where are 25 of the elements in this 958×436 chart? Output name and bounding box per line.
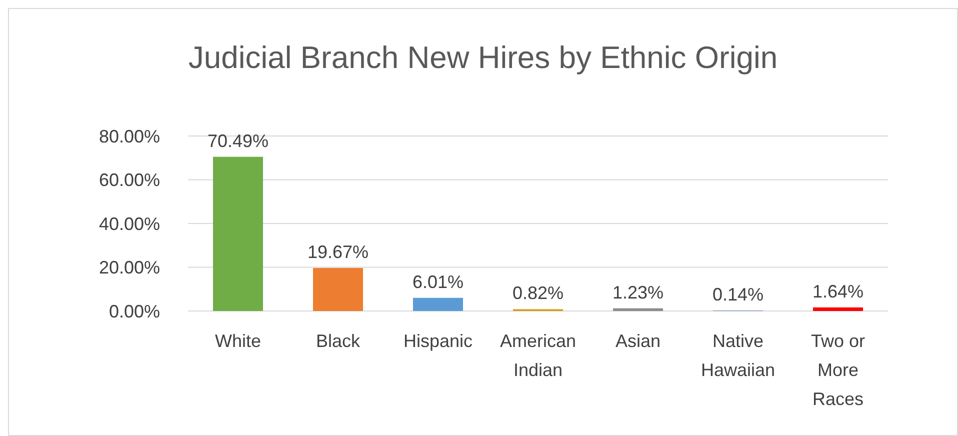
x-tick-label: Two or More Races [810, 331, 866, 409]
bar [313, 268, 363, 311]
y-tick-label: 80.00% [98, 126, 160, 146]
data-label: 1.64% [812, 281, 864, 302]
bar [613, 308, 663, 311]
x-tick-label: White [214, 331, 262, 351]
x-tick-label: American Indian [500, 331, 576, 380]
y-tick-label: 20.00% [98, 258, 160, 278]
x-tick-label: Native Hawaiian [700, 331, 776, 380]
y-tick-label: 60.00% [98, 170, 160, 190]
data-label: 0.82% [512, 283, 564, 304]
chart-title: Judicial Branch New Hires by Ethnic Origin [188, 40, 778, 75]
y-tick-label: 40.00% [98, 214, 160, 234]
data-label: 0.14% [712, 284, 764, 305]
x-tick-label: Hispanic [403, 331, 473, 351]
x-tick-label: Black [316, 331, 362, 351]
x-tick-label: Asian [615, 331, 661, 351]
y-tick-label: 0.00% [108, 301, 160, 322]
data-label: 19.67% [307, 242, 369, 262]
data-label: 6.01% [412, 272, 464, 292]
bar [213, 156, 263, 311]
bar [813, 307, 863, 311]
bar [413, 298, 463, 311]
data-label: 70.49% [207, 130, 269, 151]
data-label: 1.23% [612, 282, 664, 302]
